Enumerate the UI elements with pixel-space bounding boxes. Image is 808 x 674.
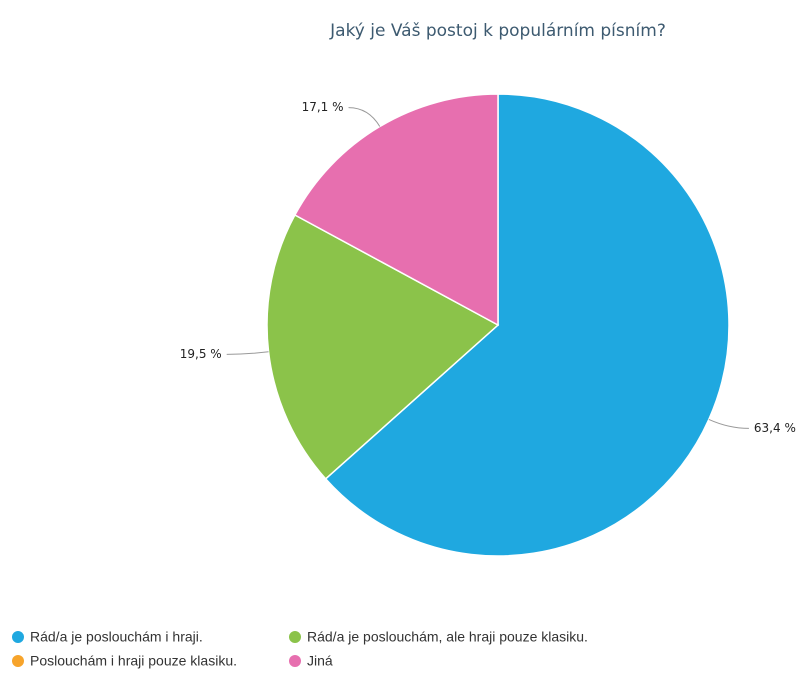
leader-line xyxy=(708,418,749,429)
value-label: 19,5 % xyxy=(180,347,222,361)
value-label: 17,1 % xyxy=(302,100,344,114)
legend-marker xyxy=(289,655,301,667)
legend-marker xyxy=(12,631,24,643)
pie-slice xyxy=(324,93,730,557)
leader-line xyxy=(348,107,381,127)
chart-title: Jaký je Váš postoj k populárním písním? xyxy=(329,21,666,41)
legend-label: Rád/a je poslouchám, ale hraji pouze kla… xyxy=(307,629,588,645)
legend-label: Rád/a je poslouchám i hraji. xyxy=(30,629,203,645)
pie-slice xyxy=(293,93,499,327)
leader-line xyxy=(226,351,269,355)
legend-label: Poslouchám i hraji pouze klasiku. xyxy=(30,653,237,669)
legend-label: Jiná xyxy=(307,653,333,669)
value-label: 63,4 % xyxy=(754,421,796,435)
legend-marker xyxy=(12,655,24,667)
legend-marker xyxy=(289,631,301,643)
pie-slice xyxy=(266,213,500,480)
